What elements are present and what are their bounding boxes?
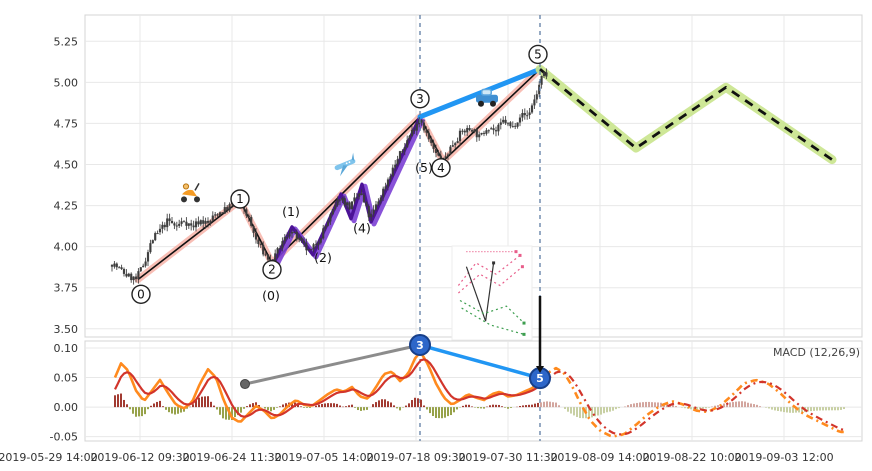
price-y-tick: 3.75 — [54, 282, 79, 295]
wave-label-circled: 0 — [137, 287, 145, 301]
inset-green-2 — [461, 307, 525, 335]
macd-y-tick: 0.00 — [54, 401, 79, 414]
projection-dashed-line — [539, 68, 833, 161]
inset-marker — [492, 261, 496, 265]
tail — [351, 152, 355, 161]
price-y-tick: 3.50 — [54, 323, 79, 336]
wave-label-circle — [230, 189, 250, 209]
blue-connector — [419, 343, 541, 380]
inset-marker — [514, 250, 518, 254]
x-tick-label: 2019-06-24 11:30 — [182, 451, 281, 464]
car-icon — [476, 88, 498, 107]
wave-label-circle — [131, 284, 151, 304]
plane-icon — [334, 152, 356, 177]
macd-marker-label: 3 — [416, 339, 424, 352]
wave-label-plain: (5) — [415, 160, 433, 175]
x-tick-label: 2019-07-30 11:30 — [458, 451, 557, 464]
macd-line-projection — [540, 370, 845, 436]
handlebar — [194, 183, 200, 191]
macd-y-tick: 0.10 — [54, 342, 79, 355]
wave-primary-line — [137, 68, 541, 281]
x-tick-label: 2019-05-29 14:00 — [0, 451, 98, 464]
window — [348, 161, 351, 164]
x-tick-label: 2019-06-12 09:30 — [90, 451, 189, 464]
wave-label-circle — [410, 89, 430, 109]
macd-param-label: MACD (12,26,9) — [772, 346, 860, 359]
wheel — [490, 100, 496, 107]
macd-line-projection — [540, 366, 844, 438]
macd-line-solid — [114, 358, 539, 418]
plane-shape — [334, 152, 356, 177]
wave-label-plain: (1) — [282, 204, 300, 219]
macd-y-tick: -0.05 — [50, 431, 78, 444]
inset-marker — [522, 321, 526, 325]
car-window — [482, 90, 491, 95]
inset-bg — [451, 245, 533, 341]
wave-label-plain: (0) — [262, 288, 280, 303]
x-tick-label: 2019-07-18 09:30 — [366, 451, 465, 464]
wave-label-circled: 1 — [236, 192, 244, 206]
price-y-tick: 4.25 — [54, 200, 79, 213]
wheel — [194, 196, 200, 203]
window — [345, 162, 348, 165]
inset-mini-chart — [451, 245, 533, 341]
scooter-icon — [181, 183, 200, 203]
price-icons — [181, 88, 498, 203]
macd-marker-label: 5 — [536, 372, 544, 385]
wave-labels: 0 1 2 3 4 5 (0) (1) (2) (4) (5) — [131, 44, 548, 304]
price-y-tick: 5.25 — [54, 35, 79, 48]
wave-label-plain: (4) — [353, 221, 371, 236]
wheel — [181, 196, 187, 203]
inset-marker — [522, 332, 526, 336]
rider — [182, 183, 190, 190]
wave-label-circled: 4 — [437, 161, 445, 175]
x-tick-label: 2019-09-03 12:00 — [734, 451, 833, 464]
x-tick-label: 2019-08-09 14:00 — [550, 451, 649, 464]
macd-line-solid — [113, 351, 539, 423]
macd-y-tick: 0.05 — [54, 372, 79, 385]
inset-pink-1 — [457, 254, 521, 286]
scooter-body — [182, 189, 197, 197]
price-y-tick: 4.50 — [54, 159, 79, 172]
axis-ticks: 5.25 5.00 4.75 4.50 4.25 4.00 3.75 3.50 0.10 0.05… — [0, 35, 834, 464]
gray-dot — [240, 379, 250, 390]
x-tick-label: 2019-07-05 14:00 — [274, 451, 373, 464]
macd-marker-3 — [409, 334, 431, 357]
wave-label-circle — [431, 158, 451, 178]
price-y-tick: 5.00 — [54, 76, 79, 89]
inset-marker — [520, 265, 524, 269]
inset-black-v — [465, 262, 495, 322]
inset-pink-2 — [458, 266, 523, 294]
wave-label-plain: (2) — [314, 250, 332, 265]
inset-marker — [518, 253, 522, 257]
gray-connector — [244, 343, 421, 386]
wing — [340, 165, 348, 177]
arrow-head — [536, 366, 544, 373]
price-y-tick: 4.75 — [54, 117, 79, 130]
price-y-tick: 4.00 — [54, 241, 79, 254]
wave-label-circle — [528, 44, 548, 65]
macd-panel — [84, 340, 863, 442]
x-tick-label: 2019-08-22 10:00 — [642, 451, 741, 464]
wave-label-circled: 3 — [416, 92, 424, 106]
car-body — [476, 94, 498, 103]
wheel — [478, 100, 484, 107]
wave-target-line — [417, 66, 543, 120]
wave-label-circled: 2 — [268, 263, 276, 277]
wave-label-circle — [262, 259, 282, 280]
wave-label-circled: 5 — [534, 47, 542, 61]
